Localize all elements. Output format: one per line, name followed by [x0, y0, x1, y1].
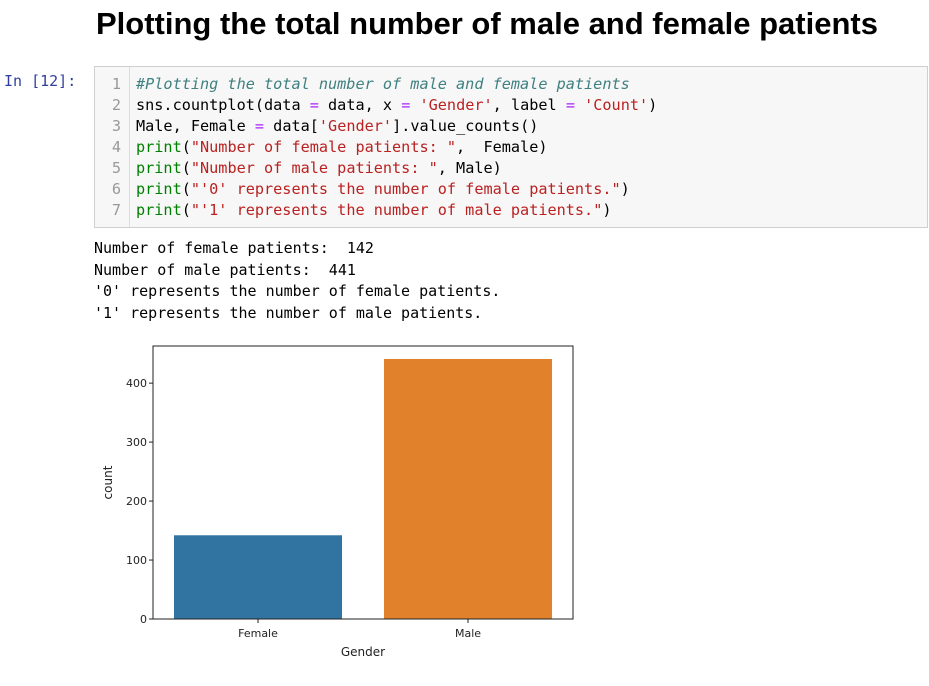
- code-token: (: [181, 138, 191, 156]
- y-tick-label: 0: [140, 613, 147, 626]
- code-token: #Plotting the total number of male and f…: [136, 75, 630, 93]
- code-token: "'1' represents the number of male patie…: [190, 201, 603, 219]
- code-token: =: [309, 96, 319, 114]
- gender-countplot: Female Male 0 100 200 300 400 Gender count: [101, 345, 574, 659]
- code-token: (: [181, 159, 191, 177]
- code-token: ): [602, 201, 612, 219]
- code-token: , label: [492, 96, 566, 114]
- y-tick-label: 200: [126, 495, 147, 508]
- code-token: =: [565, 96, 575, 114]
- code-token: ): [648, 96, 658, 114]
- code-token: data[: [264, 117, 319, 135]
- code-token: print: [136, 159, 182, 177]
- output-line: '0' represents the number of female pati…: [94, 282, 501, 300]
- code-token: (: [181, 180, 191, 198]
- code-token: Male, Female: [136, 117, 255, 135]
- y-tick-label: 300: [126, 436, 147, 449]
- code-token: print: [136, 138, 182, 156]
- code-token: 'Count': [584, 96, 649, 114]
- line-number: 3: [111, 117, 121, 135]
- y-tick-label: 400: [126, 377, 147, 390]
- code-token: , Female): [456, 138, 548, 156]
- line-number: 6: [111, 180, 121, 198]
- line-number-gutter: [129, 67, 130, 227]
- x-tick-label: Male: [455, 627, 481, 640]
- code-token: "'0' represents the number of female pat…: [190, 180, 621, 198]
- code-text: sns.countplot(data = data, x = 'Gender',…: [136, 95, 657, 116]
- x-tick-label: Female: [238, 627, 278, 640]
- code-cell-input[interactable]: 1 #Plotting the total number of male and …: [94, 66, 928, 228]
- code-text: print("Number of male patients: ", Male): [136, 158, 502, 179]
- section-heading: Plotting the total number of male and fe…: [96, 6, 878, 41]
- line-number: 4: [111, 138, 121, 156]
- code-token: ].value_counts(): [392, 117, 539, 135]
- output-line: '1' represents the number of male patien…: [94, 303, 483, 322]
- line-number: 1: [111, 75, 121, 93]
- code-token: 'Gender': [318, 117, 393, 135]
- cell-output: Number of female patients: 142 Number of …: [94, 238, 500, 324]
- plot-frame: [152, 345, 574, 620]
- code-text: print("'0' represents the number of fema…: [136, 179, 630, 200]
- code-token: , Male): [437, 159, 502, 177]
- code-token: 'Gender': [419, 96, 493, 114]
- y-tick-label: 100: [126, 554, 147, 567]
- output-line: Number of male patients: 441: [94, 260, 356, 279]
- code-text: print("'1' represents the number of male…: [136, 200, 612, 221]
- line-number: 2: [111, 96, 121, 114]
- code-token: data, x: [318, 96, 402, 114]
- code-token: print: [136, 180, 182, 198]
- code-token: sns.countplot(data: [136, 96, 310, 114]
- bar-male: [384, 358, 552, 619]
- code-token: print: [136, 201, 182, 219]
- line-number: 5: [111, 159, 121, 177]
- line-number: 7: [111, 201, 121, 219]
- code-text: print("Number of female patients: ", Fem…: [136, 137, 547, 158]
- bar-female: [174, 535, 342, 619]
- code-token: =: [254, 117, 265, 135]
- code-token: [410, 96, 419, 114]
- code-token: [575, 96, 584, 114]
- code-token: ): [620, 180, 630, 198]
- code-text: Male, Female = data['Gender'].value_coun…: [136, 116, 538, 137]
- output-line: Number of female patients: 142: [94, 239, 374, 257]
- code-text: #Plotting the total number of male and f…: [136, 74, 630, 95]
- cell-prompt: In [12]:: [4, 72, 77, 90]
- x-axis-label: Gender: [341, 645, 385, 659]
- code-token: "Number of female patients: ": [190, 138, 457, 156]
- code-token: (: [181, 201, 191, 219]
- y-axis-label: count: [101, 465, 115, 499]
- code-token: =: [401, 96, 411, 114]
- code-token: "Number of male patients: ": [190, 159, 438, 177]
